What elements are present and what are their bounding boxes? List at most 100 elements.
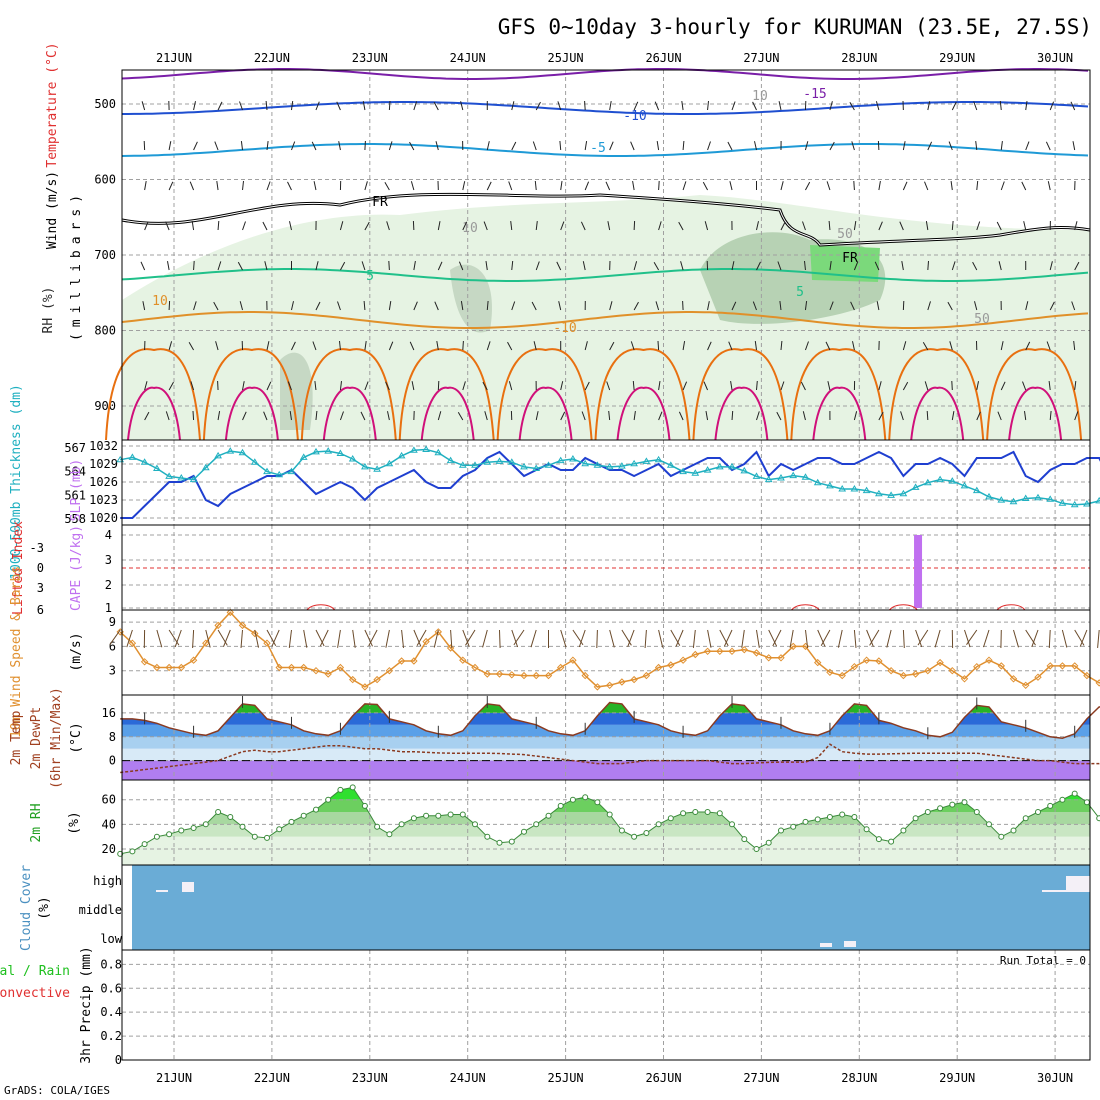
thickness-tick-label: 567 xyxy=(64,441,86,455)
upper-wind-barb xyxy=(901,261,904,271)
upper-wind-barb xyxy=(556,261,562,271)
upper-wind-barb xyxy=(606,381,611,391)
upper-wind-barb xyxy=(486,141,490,151)
upper-wind-barb xyxy=(924,181,929,191)
thickness-marker xyxy=(422,445,430,452)
wind-barb xyxy=(315,629,325,647)
wind-speed-marker xyxy=(838,671,846,680)
thickness-marker xyxy=(201,463,210,471)
contour-label: 5 xyxy=(366,269,374,284)
upper-wind-barb xyxy=(242,180,244,191)
upper-wind-barb xyxy=(266,181,271,191)
rh-marker xyxy=(1035,809,1041,815)
li-bump xyxy=(791,604,820,611)
wind-barb xyxy=(1048,629,1051,649)
upper-wind-barb xyxy=(214,141,219,151)
rh-marker xyxy=(973,809,980,815)
thickness-marker xyxy=(544,461,553,468)
rh-marker xyxy=(410,815,417,822)
wind-barb xyxy=(1079,629,1088,647)
upper-wind-barb xyxy=(1049,261,1053,271)
upper-wind-barb xyxy=(850,301,855,311)
wind-speed-marker xyxy=(716,647,724,656)
thickness-marker xyxy=(569,455,577,462)
wind-barb xyxy=(853,629,857,648)
isotherm-20 xyxy=(518,386,573,441)
upper-wind-barb xyxy=(900,411,904,421)
rh-marker xyxy=(1083,799,1090,806)
thickness-marker xyxy=(875,489,883,497)
rh-marker xyxy=(1059,796,1066,803)
upper-wind-barb xyxy=(582,261,586,271)
thickness-marker xyxy=(214,451,222,459)
upper-wind-barb xyxy=(976,411,981,421)
thickness-marker xyxy=(336,449,345,456)
upper-wind-barb xyxy=(804,141,809,151)
upper-wind-barb xyxy=(313,181,317,191)
rh-marker xyxy=(569,796,576,803)
temp-label-1: 2m Temp xyxy=(9,710,24,765)
upper-wind-barb xyxy=(899,221,904,231)
upper-wind-barb xyxy=(707,100,709,111)
temp-line xyxy=(120,701,1100,739)
upper-wind-barb xyxy=(338,141,341,151)
run-total: Run Total = 0 xyxy=(1000,954,1086,967)
upper-wind-barb xyxy=(633,301,639,311)
precip-conv-label: Convective xyxy=(0,986,70,1001)
thickness-marker xyxy=(1021,494,1030,501)
upper-wind-barb xyxy=(535,101,541,111)
date-label: 27JUN xyxy=(743,1071,779,1085)
upper-air-panel: 500 600 700 800 900 -15 -10 -5 FR 5 10 -10 5 FR 10 10 50… xyxy=(94,68,1091,441)
rh-marker xyxy=(447,811,454,818)
upper-wind-barb xyxy=(658,411,663,421)
wind-speed-marker xyxy=(936,658,944,667)
wind-speed-marker xyxy=(556,663,565,672)
wind-speed-marker xyxy=(544,671,553,680)
wind-barb xyxy=(416,629,427,646)
isotherm-15 xyxy=(105,348,201,441)
thickness-marker xyxy=(128,453,137,460)
upper-wind-barb xyxy=(141,101,146,111)
thickness-label: 1000-500mb Thickness (dm) xyxy=(9,384,24,580)
wind-barb xyxy=(609,629,615,648)
upper-wind-barb xyxy=(266,381,272,391)
upper-wind-barb xyxy=(434,301,439,311)
upper-wind-barb xyxy=(213,301,219,311)
wind-barb xyxy=(644,629,647,649)
rh-marker xyxy=(227,814,234,820)
rh-marker xyxy=(924,809,931,815)
cloud-panel: high middle low xyxy=(79,864,1091,951)
upper-wind-barb xyxy=(265,100,268,111)
wind-speed-marker xyxy=(691,650,700,659)
wind-barb xyxy=(578,629,586,648)
thickness-marker xyxy=(740,466,749,474)
upper-wind-barb xyxy=(1074,381,1077,391)
date-label: 30JUN xyxy=(1037,51,1073,65)
rh-marker xyxy=(166,831,173,838)
rh-marker xyxy=(949,801,956,808)
upper-wind-barb xyxy=(168,141,172,151)
upper-wind-barb xyxy=(800,381,806,391)
thickness-marker xyxy=(997,496,1006,503)
upper-wind-barb xyxy=(388,141,393,151)
precip-total-label: Total / Rain xyxy=(0,964,70,979)
upper-wind-barb xyxy=(1025,341,1031,351)
upper-wind-barb xyxy=(1074,411,1079,421)
panel-frame xyxy=(121,609,1091,696)
wind-barb xyxy=(465,629,476,646)
thickness-marker xyxy=(618,462,626,469)
upper-wind-barb xyxy=(311,141,317,151)
thickness-marker xyxy=(507,458,516,465)
rh-marker xyxy=(300,812,307,819)
upper-wind-barb xyxy=(902,381,909,391)
rh-marker xyxy=(692,809,699,815)
rh-marker xyxy=(631,833,638,840)
rh-marker xyxy=(533,821,540,828)
upper-wind-barb xyxy=(778,101,782,111)
upper-wind-barb xyxy=(486,300,489,311)
rh-marker xyxy=(545,812,552,819)
upper-wind-barb xyxy=(482,381,488,391)
wind-barb xyxy=(413,629,422,647)
upper-wind-barb xyxy=(1047,181,1051,191)
contour-label: FR xyxy=(842,251,858,266)
